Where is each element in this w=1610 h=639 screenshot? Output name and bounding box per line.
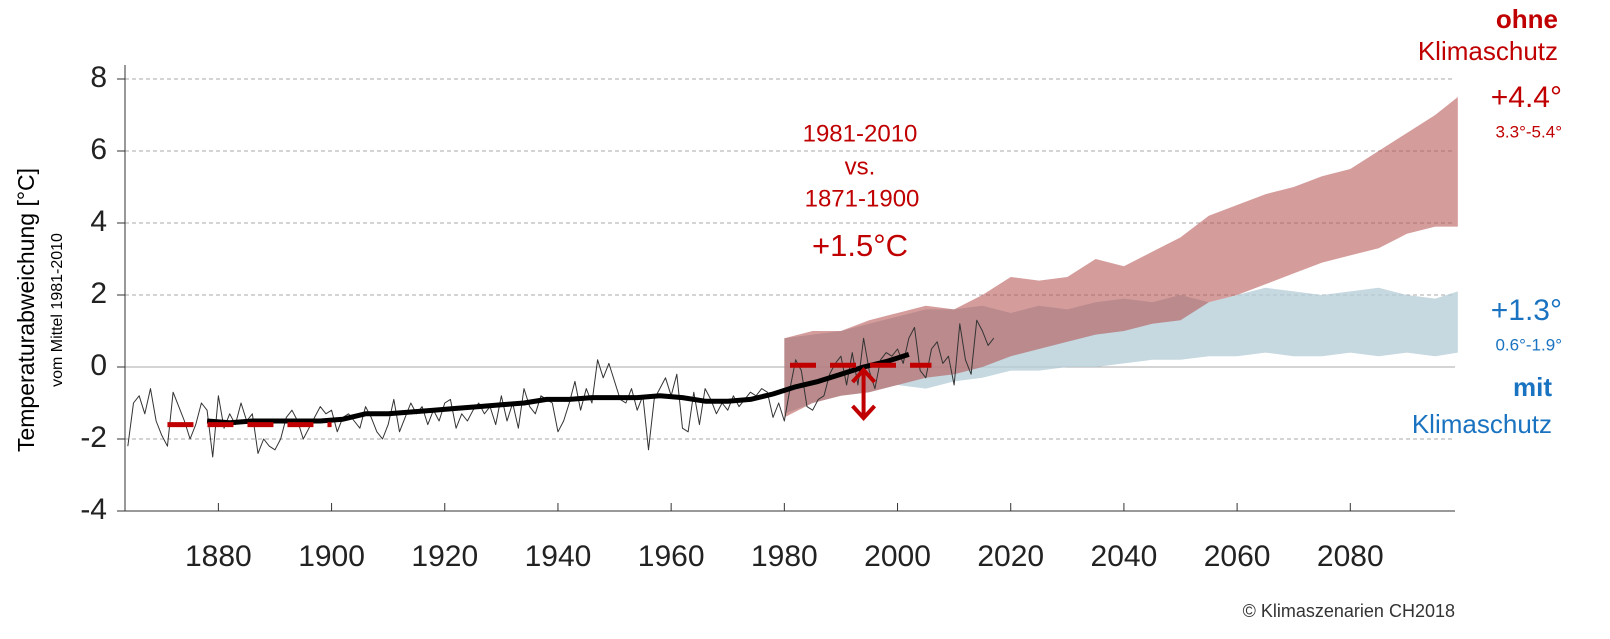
- y-tick-label: 0: [90, 349, 107, 382]
- x-tick-label: 1900: [298, 540, 365, 573]
- y-tick-label: 8: [90, 61, 107, 94]
- annotation: Klimaschutz: [1418, 36, 1558, 66]
- x-tick-label: 1880: [185, 540, 252, 573]
- annotation: 1981-2010: [803, 120, 918, 147]
- plot: -4 -2 0 2 4 6 8 1880 1900 1920 1940 1960 1980 2000 202…: [80, 61, 1458, 573]
- observed-line: [127, 319, 995, 458]
- y-tick-label: 6: [90, 133, 107, 166]
- annotation: 1871-1900: [805, 185, 920, 212]
- annotation: Klimaschutz: [1412, 409, 1552, 439]
- x-tick-label: 1920: [411, 540, 478, 573]
- x-tick-label: 2080: [1317, 540, 1384, 573]
- annotation: +4.4°: [1491, 81, 1562, 114]
- y-tick-label: 4: [90, 205, 107, 238]
- x-tick-label: 2040: [1091, 540, 1158, 573]
- x-tick-label: 2000: [864, 540, 931, 573]
- y-tick-label: -2: [80, 421, 107, 454]
- scenario-band: [784, 97, 1458, 418]
- x-tick-label: 1980: [751, 540, 818, 573]
- annotation: vs.: [845, 153, 876, 180]
- y-tick-label: 2: [90, 277, 107, 310]
- annotation: ohne: [1496, 4, 1558, 34]
- y-axis-sublabel: vom Mittel 1981-2010: [49, 233, 66, 387]
- difference-arrow: [851, 367, 877, 421]
- annotation: 0.6°-1.9°: [1495, 335, 1562, 354]
- y-axis-label: Temperaturabweichung [°C]: [13, 168, 39, 452]
- smoothed-line: [206, 352, 910, 426]
- annotation: 3.3°-5.4°: [1495, 122, 1562, 141]
- x-tick-label: 2060: [1204, 540, 1271, 573]
- x-tick-label: 1940: [525, 540, 592, 573]
- annotation: +1.5°C: [812, 228, 908, 263]
- x-tick-label: 1960: [638, 540, 705, 573]
- x-tick-label: 2020: [977, 540, 1044, 573]
- y-tick-label: -4: [80, 493, 107, 526]
- annotation: mit: [1513, 372, 1552, 402]
- copyright: © Klimaszenarien CH2018: [1243, 601, 1455, 621]
- annotation: +1.3°: [1491, 294, 1562, 327]
